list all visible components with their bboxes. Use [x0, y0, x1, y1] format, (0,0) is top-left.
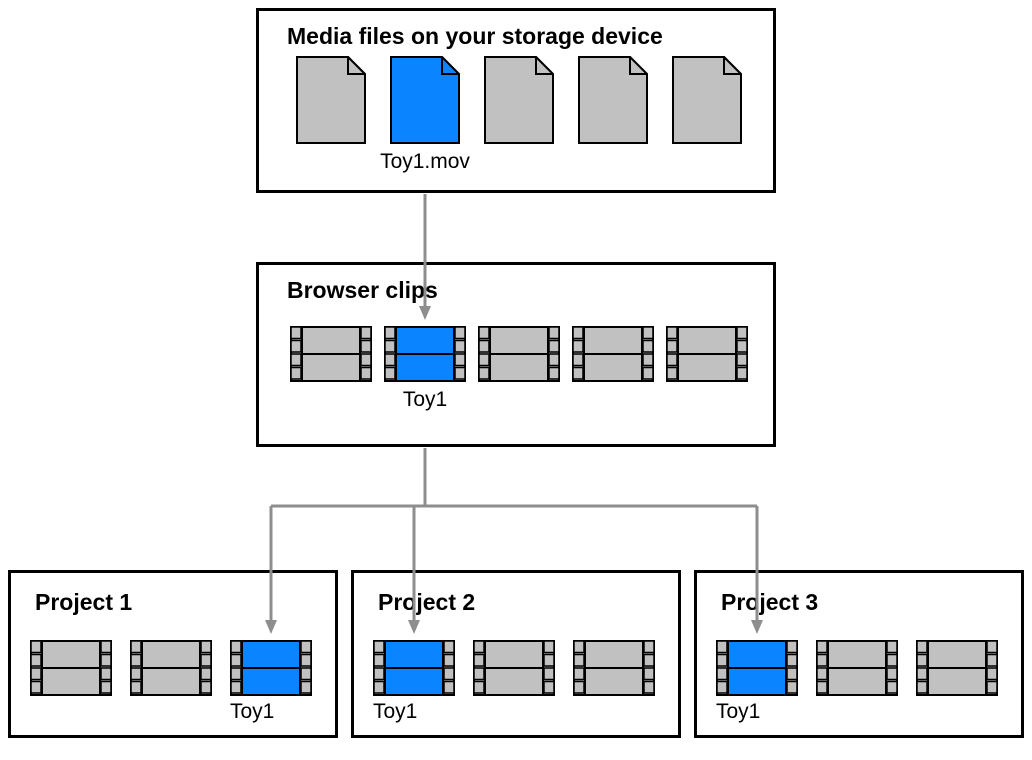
clip-icon — [290, 326, 372, 387]
clip-icon — [573, 640, 655, 701]
clip-icon — [572, 326, 654, 387]
clip-label: Toy1 — [716, 700, 798, 724]
file-icon — [578, 56, 648, 149]
icon-layer: Toy1.mov Toy1 — [0, 0, 1032, 760]
clip-icon — [816, 640, 898, 701]
clip-icon-highlighted — [373, 640, 455, 701]
clip-label: Toy1 — [384, 388, 466, 412]
file-icon — [484, 56, 554, 149]
clip-label: Toy1 — [373, 700, 455, 724]
clip-label: Toy1 — [230, 700, 312, 724]
file-icon-highlighted — [390, 56, 460, 149]
clip-icon — [130, 640, 212, 701]
clip-icon-highlighted — [716, 640, 798, 701]
file-icon — [296, 56, 366, 149]
clip-icon-highlighted — [384, 326, 466, 387]
clip-icon — [478, 326, 560, 387]
file-label: Toy1.mov — [378, 150, 472, 174]
file-icon — [672, 56, 742, 149]
clip-icon — [916, 640, 998, 701]
clip-icon-highlighted — [230, 640, 312, 701]
clip-icon — [666, 326, 748, 387]
clip-icon — [30, 640, 112, 701]
clip-icon — [473, 640, 555, 701]
